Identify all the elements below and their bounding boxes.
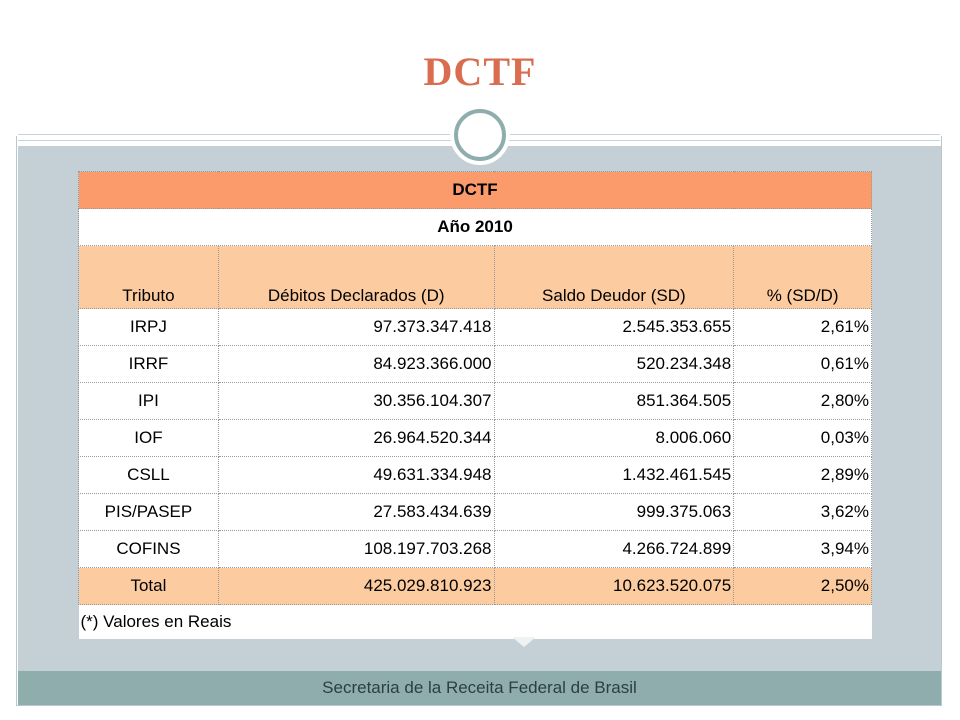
- column-header-percent: % (SD/D): [733, 245, 872, 309]
- saldo-cell: 8.006.060: [493, 419, 735, 457]
- debitos-cell: 97.373.347.418: [217, 308, 495, 346]
- percent-cell: 0,61%: [733, 345, 872, 383]
- table-note: (*) Valores en Reais: [78, 604, 872, 639]
- saldo-cell: 851.364.505: [493, 382, 735, 420]
- percent-cell: 2,80%: [733, 382, 872, 420]
- total-label: Total: [78, 567, 219, 605]
- tributo-cell: IRPJ: [78, 308, 219, 346]
- tributo-cell: IOF: [78, 419, 219, 457]
- debitos-cell: 27.583.434.639: [217, 493, 495, 531]
- column-header-debitos: Débitos Declarados (D): [217, 245, 495, 309]
- column-header-row: Tributo Débitos Declarados (D) Saldo Deu…: [78, 245, 872, 309]
- tributo-cell: IRRF: [78, 345, 219, 383]
- table-subtitle: Año 2010: [78, 208, 872, 246]
- slide-title: DCTF: [423, 49, 537, 94]
- table-row: IRRF 84.923.366.000 520.234.348 0,61%: [78, 345, 872, 383]
- saldo-cell: 520.234.348: [493, 345, 735, 383]
- footer-bar: Secretaria de la Receita Federal de Bras…: [18, 671, 941, 705]
- debitos-cell: 26.964.520.344: [217, 419, 495, 457]
- table-row: PIS/PASEP 27.583.434.639 999.375.063 3,6…: [78, 493, 872, 531]
- tributo-cell: COFINS: [78, 530, 219, 568]
- circle-ornament-icon: [450, 105, 510, 165]
- debitos-cell: 49.631.334.948: [217, 456, 495, 494]
- debitos-cell: 30.356.104.307: [217, 382, 495, 420]
- total-debitos: 425.029.810.923: [217, 567, 495, 605]
- percent-cell: 3,62%: [733, 493, 872, 531]
- table-title-row: DCTF: [78, 171, 872, 209]
- table-row: IRPJ 97.373.347.418 2.545.353.655 2,61%: [78, 308, 872, 346]
- column-header-tributo: Tributo: [78, 245, 219, 309]
- percent-cell: 2,89%: [733, 456, 872, 494]
- total-percent: 2,50%: [733, 567, 872, 605]
- total-row: Total 425.029.810.923 10.623.520.075 2,5…: [78, 567, 872, 605]
- percent-cell: 3,94%: [733, 530, 872, 568]
- column-header-saldo: Saldo Deudor (SD): [493, 245, 735, 309]
- table-row: IOF 26.964.520.344 8.006.060 0,03%: [78, 419, 872, 457]
- debitos-cell: 84.923.366.000: [217, 345, 495, 383]
- saldo-cell: 2.545.353.655: [493, 308, 735, 346]
- debitos-cell: 108.197.703.268: [217, 530, 495, 568]
- saldo-cell: 1.432.461.545: [493, 456, 735, 494]
- footer-pointer-icon: [512, 637, 536, 647]
- table-title: DCTF: [78, 171, 872, 209]
- tributo-cell: CSLL: [78, 456, 219, 494]
- saldo-cell: 999.375.063: [493, 493, 735, 531]
- table-row: COFINS 108.197.703.268 4.266.724.899 3,9…: [78, 530, 872, 568]
- tributo-cell: PIS/PASEP: [78, 493, 219, 531]
- note-row: (*) Valores en Reais: [78, 604, 872, 639]
- saldo-cell: 4.266.724.899: [493, 530, 735, 568]
- tributo-cell: IPI: [78, 382, 219, 420]
- table-row: IPI 30.356.104.307 851.364.505 2,80%: [78, 382, 872, 420]
- dctf-table: DCTF Año 2010 Tributo Débitos Declarados…: [78, 171, 872, 639]
- total-saldo: 10.623.520.075: [493, 567, 735, 605]
- table-subtitle-row: Año 2010: [78, 208, 872, 246]
- percent-cell: 2,61%: [733, 308, 872, 346]
- percent-cell: 0,03%: [733, 419, 872, 457]
- footer-text: Secretaria de la Receita Federal de Bras…: [322, 678, 637, 697]
- table-row: CSLL 49.631.334.948 1.432.461.545 2,89%: [78, 456, 872, 494]
